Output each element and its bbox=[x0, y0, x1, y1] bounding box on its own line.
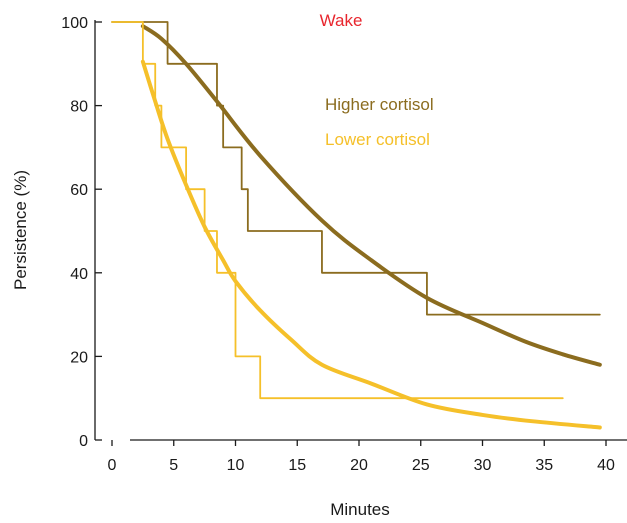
x-ticks: 0 5 10 15 20 25 30 35 40 bbox=[108, 440, 615, 474]
y-tick-label: 0 bbox=[79, 433, 88, 450]
x-tick-label: 35 bbox=[535, 457, 553, 474]
x-tick-label: 25 bbox=[412, 457, 430, 474]
x-axis-title: Minutes bbox=[330, 500, 390, 519]
y-tick-label: 60 bbox=[70, 182, 88, 199]
y-ticks: 0 20 40 60 80 100 bbox=[61, 15, 102, 450]
chart-title: Wake bbox=[320, 11, 363, 30]
x-tick-label: 40 bbox=[597, 457, 615, 474]
lower-cortisol-fitted-curve bbox=[140, 59, 602, 430]
x-tick-label: 30 bbox=[474, 457, 492, 474]
y-tick-label: 80 bbox=[70, 99, 88, 116]
series-layer bbox=[111, 21, 602, 430]
x-tick-label: 10 bbox=[227, 457, 245, 474]
x-tick-label: 20 bbox=[350, 457, 368, 474]
x-tick-label: 0 bbox=[108, 457, 117, 474]
y-axis-title: Persistence (%) bbox=[11, 170, 30, 290]
higher-cortisol-step-line bbox=[111, 21, 601, 316]
legend-higher-cortisol: Higher cortisol bbox=[325, 95, 434, 114]
x-tick-label: 15 bbox=[288, 457, 306, 474]
y-tick-label: 20 bbox=[70, 349, 88, 366]
legend-lower-cortisol: Lower cortisol bbox=[325, 130, 430, 149]
y-axis: 0 20 40 60 80 100 bbox=[61, 15, 102, 450]
y-tick-label: 40 bbox=[70, 266, 88, 283]
lower-cortisol-step-line bbox=[111, 21, 564, 400]
y-tick-label: 100 bbox=[61, 15, 88, 32]
x-axis: 0 5 10 15 20 25 30 35 40 bbox=[108, 439, 627, 474]
x-tick-label: 5 bbox=[169, 457, 178, 474]
higher-cortisol-fitted-curve bbox=[140, 24, 602, 367]
